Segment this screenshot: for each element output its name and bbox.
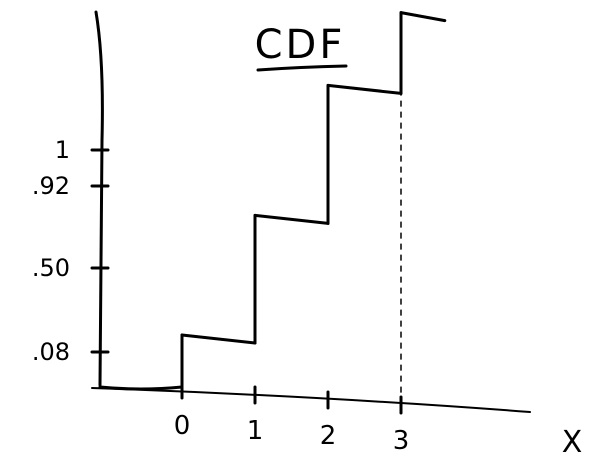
y-tick-label: .08 — [32, 338, 70, 366]
step-segment — [326, 83, 403, 95]
chart-title: CDF — [255, 22, 346, 68]
x-axis — [91, 387, 531, 413]
y-tick-label: .92 — [32, 172, 70, 200]
step-segment — [180, 333, 257, 345]
data-mark-group — [98, 11, 447, 402]
x-tick-label: 1 — [247, 416, 264, 446]
step-segment — [253, 213, 330, 225]
x-tick-label: 3 — [393, 426, 410, 456]
y-tick-label: 1 — [55, 136, 70, 164]
step-segment — [98, 385, 184, 391]
y-axis — [94, 10, 104, 387]
step-segment — [399, 11, 447, 23]
x-axis-label: X — [562, 425, 583, 456]
x-tick-label: 0 — [174, 411, 191, 441]
tick-group: .08 .50 .92 1 0 1 2 3 — [32, 136, 409, 456]
title-underline — [256, 64, 348, 72]
x-tick-label: 2 — [320, 421, 337, 451]
y-tick-label: .50 — [32, 254, 70, 282]
